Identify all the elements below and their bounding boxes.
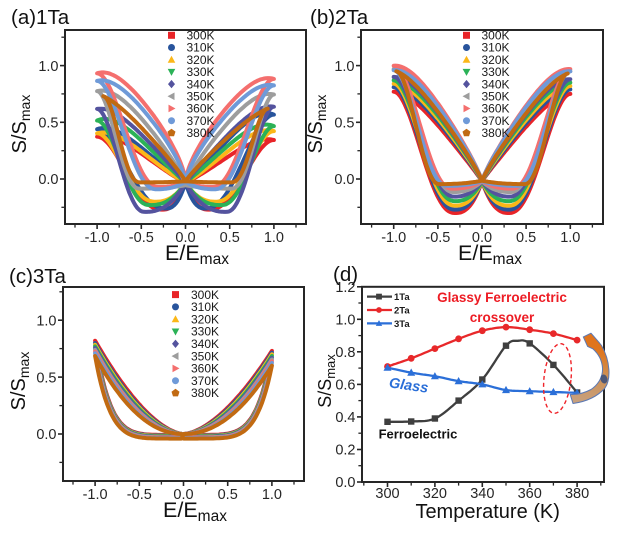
svg-text:300: 300 [375,486,399,502]
svg-text:370K: 370K [191,374,219,388]
svg-text:360: 360 [518,486,542,502]
svg-text:Ferroelectric: Ferroelectric [379,427,458,442]
svg-text:310K: 310K [187,41,215,55]
svg-text:1.2: 1.2 [335,280,355,296]
svg-text:380K: 380K [191,386,219,400]
svg-text:(d): (d) [333,263,358,286]
svg-text:1.0: 1.0 [335,313,355,329]
svg-text:350K: 350K [482,90,510,104]
svg-text:380K: 380K [482,126,510,140]
svg-text:320: 320 [423,486,447,502]
svg-text:0.0: 0.0 [335,475,355,491]
svg-text:E/Emax: E/Emax [163,498,227,525]
svg-text:320K: 320K [191,312,219,326]
svg-text:0.0: 0.0 [36,427,56,443]
svg-text:300K: 300K [191,288,219,302]
svg-text:0.5: 0.5 [218,487,238,503]
svg-text:380K: 380K [187,126,215,140]
svg-text:350K: 350K [187,90,215,104]
svg-text:-1.0: -1.0 [83,487,108,503]
svg-text:crossover: crossover [470,310,535,325]
svg-text:340: 340 [470,486,494,502]
svg-text:0.0: 0.0 [175,230,195,246]
svg-text:0.4: 0.4 [335,410,355,426]
svg-text:(a)1Ta: (a)1Ta [11,6,70,29]
svg-text:Temperature (K): Temperature (K) [415,501,560,523]
svg-text:370K: 370K [187,114,215,128]
svg-text:3Ta: 3Ta [394,319,410,330]
svg-text:Glass: Glass [388,375,429,396]
svg-text:340K: 340K [482,77,510,91]
svg-text:340K: 340K [191,337,219,351]
svg-text:1Ta: 1Ta [394,292,410,303]
svg-text:0.5: 0.5 [38,116,58,132]
svg-text:0.2: 0.2 [335,443,355,459]
svg-text:0.0: 0.0 [173,487,193,503]
svg-text:2Ta: 2Ta [394,306,410,317]
svg-text:310K: 310K [482,41,510,55]
svg-text:360K: 360K [187,102,215,116]
svg-text:1.0: 1.0 [334,59,354,75]
svg-text:S/Smax: S/Smax [9,95,33,154]
svg-text:330K: 330K [191,325,219,339]
svg-text:1.0: 1.0 [36,313,56,329]
svg-text:0.5: 0.5 [36,370,56,386]
svg-text:340K: 340K [187,77,215,91]
svg-text:-0.5: -0.5 [129,230,154,246]
svg-text:380: 380 [565,486,589,502]
svg-text:320K: 320K [187,53,215,67]
svg-text:(c)3Ta: (c)3Ta [9,265,67,288]
svg-text:1.0: 1.0 [560,230,580,246]
svg-text:1.0: 1.0 [262,487,282,503]
svg-text:370K: 370K [482,114,510,128]
svg-text:310K: 310K [191,300,219,314]
svg-text:0.5: 0.5 [220,230,240,246]
svg-text:0.0: 0.0 [472,230,492,246]
svg-text:300K: 300K [482,29,510,43]
svg-text:0.0: 0.0 [334,172,354,188]
svg-text:(b)2Ta: (b)2Ta [310,6,369,29]
svg-text:-0.5: -0.5 [127,487,152,503]
svg-text:-1.0: -1.0 [85,230,110,246]
svg-text:330K: 330K [482,65,510,79]
svg-text:1.0: 1.0 [38,59,58,75]
svg-text:0.5: 0.5 [334,116,354,132]
svg-text:1.0: 1.0 [264,230,284,246]
svg-text:330K: 330K [187,65,215,79]
svg-text:S/Smax: S/Smax [305,95,329,154]
svg-text:-0.5: -0.5 [425,230,450,246]
svg-text:360K: 360K [191,362,219,376]
svg-text:-1.0: -1.0 [381,230,406,246]
svg-text:300K: 300K [187,29,215,43]
svg-text:0.0: 0.0 [38,172,58,188]
svg-text:320K: 320K [482,53,510,67]
svg-text:0.8: 0.8 [335,345,355,361]
svg-text:0.6: 0.6 [335,378,355,394]
svg-text:350K: 350K [191,349,219,363]
svg-text:Glassy Ferroelectric: Glassy Ferroelectric [437,290,567,305]
svg-text:0.5: 0.5 [516,230,536,246]
svg-text:360K: 360K [482,102,510,116]
